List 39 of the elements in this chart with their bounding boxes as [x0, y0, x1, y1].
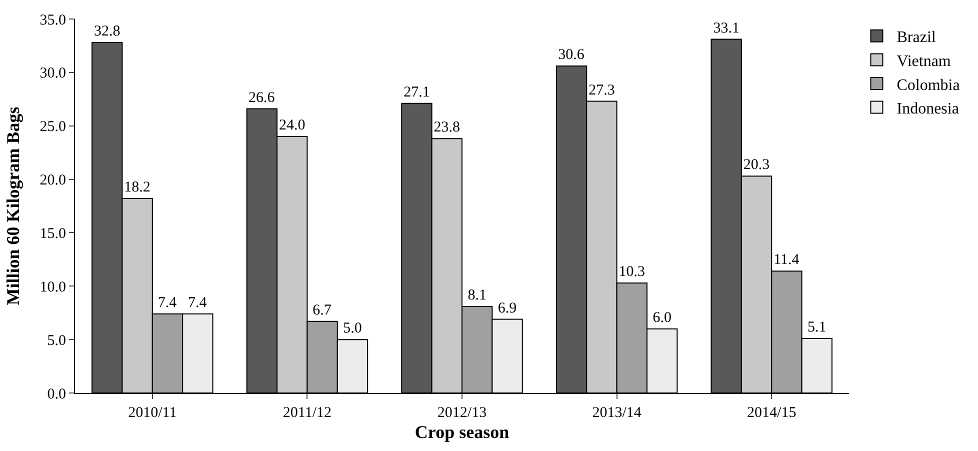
- data-label: 6.9: [498, 300, 517, 316]
- data-label: 6.7: [312, 302, 332, 318]
- x-tick-label: 2011/12: [282, 405, 332, 421]
- data-label: 32.8: [94, 24, 120, 40]
- y-tick-label: 10.0: [40, 279, 66, 296]
- y-axis-title: Million 60 Kilogram Bags: [2, 106, 23, 306]
- data-label: 7.4: [188, 294, 208, 311]
- data-label: 18.2: [124, 180, 150, 196]
- y-tick-label: 35.0: [40, 12, 66, 28]
- data-label: 27.1: [404, 84, 430, 100]
- data-label: 5.1: [808, 320, 826, 336]
- y-tick-label: 0.0: [47, 386, 66, 402]
- data-label: 11.4: [774, 252, 800, 268]
- data-label: 30.6: [558, 47, 585, 64]
- legend-label: Colombia: [896, 76, 960, 94]
- data-label: 8.1: [468, 287, 486, 304]
- data-label: 24.0: [278, 118, 306, 134]
- y-tick-label: 20.0: [40, 172, 66, 189]
- data-label: 6.0: [652, 310, 672, 326]
- legend-label: Brazil: [896, 29, 936, 46]
- legend-label: Indonesia: [896, 100, 959, 118]
- data-label: 7.4: [158, 294, 178, 311]
- data-label: 20.3: [743, 157, 770, 174]
- y-tick-label: 30.0: [40, 66, 66, 82]
- x-tick-label: 2012/13: [437, 405, 487, 421]
- x-tick-label: 2014/15: [747, 405, 796, 421]
- data-label: 33.1: [713, 20, 740, 36]
- data-label: 26.6: [248, 90, 276, 106]
- data-label: 5.0: [343, 320, 362, 337]
- x-tick-label: 2010/11: [128, 405, 177, 421]
- x-tick-label: 2013/14: [592, 405, 642, 421]
- data-label: 23.8: [434, 120, 460, 136]
- y-tick-label: 5.0: [47, 332, 66, 349]
- data-label: 27.3: [588, 82, 615, 98]
- y-tick-label: 25.0: [40, 119, 66, 136]
- x-axis-title: Crop season: [414, 422, 510, 442]
- y-tick-label: 15.0: [40, 226, 66, 242]
- legend-label: Vietnam: [896, 52, 952, 70]
- data-label: 10.3: [618, 264, 646, 280]
